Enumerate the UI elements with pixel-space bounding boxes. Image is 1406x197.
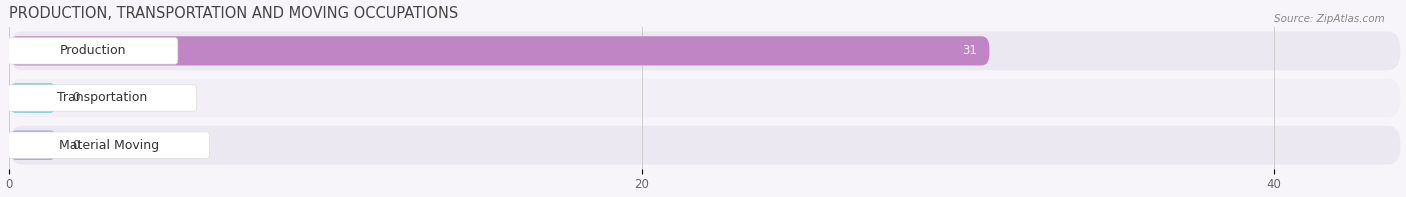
Text: 31: 31 (962, 44, 977, 57)
FancyBboxPatch shape (10, 32, 1400, 70)
FancyBboxPatch shape (10, 79, 1400, 117)
Text: 0: 0 (73, 91, 80, 104)
FancyBboxPatch shape (8, 132, 209, 158)
FancyBboxPatch shape (10, 131, 56, 160)
Text: PRODUCTION, TRANSPORTATION AND MOVING OCCUPATIONS: PRODUCTION, TRANSPORTATION AND MOVING OC… (10, 6, 458, 20)
FancyBboxPatch shape (10, 83, 56, 113)
Text: Production: Production (60, 44, 127, 57)
FancyBboxPatch shape (8, 85, 197, 111)
FancyBboxPatch shape (10, 36, 990, 65)
Text: Source: ZipAtlas.com: Source: ZipAtlas.com (1274, 14, 1385, 24)
Text: 0: 0 (73, 139, 80, 152)
Text: Material Moving: Material Moving (59, 139, 159, 152)
FancyBboxPatch shape (10, 126, 1400, 164)
FancyBboxPatch shape (8, 38, 177, 64)
Text: Transportation: Transportation (58, 91, 148, 104)
